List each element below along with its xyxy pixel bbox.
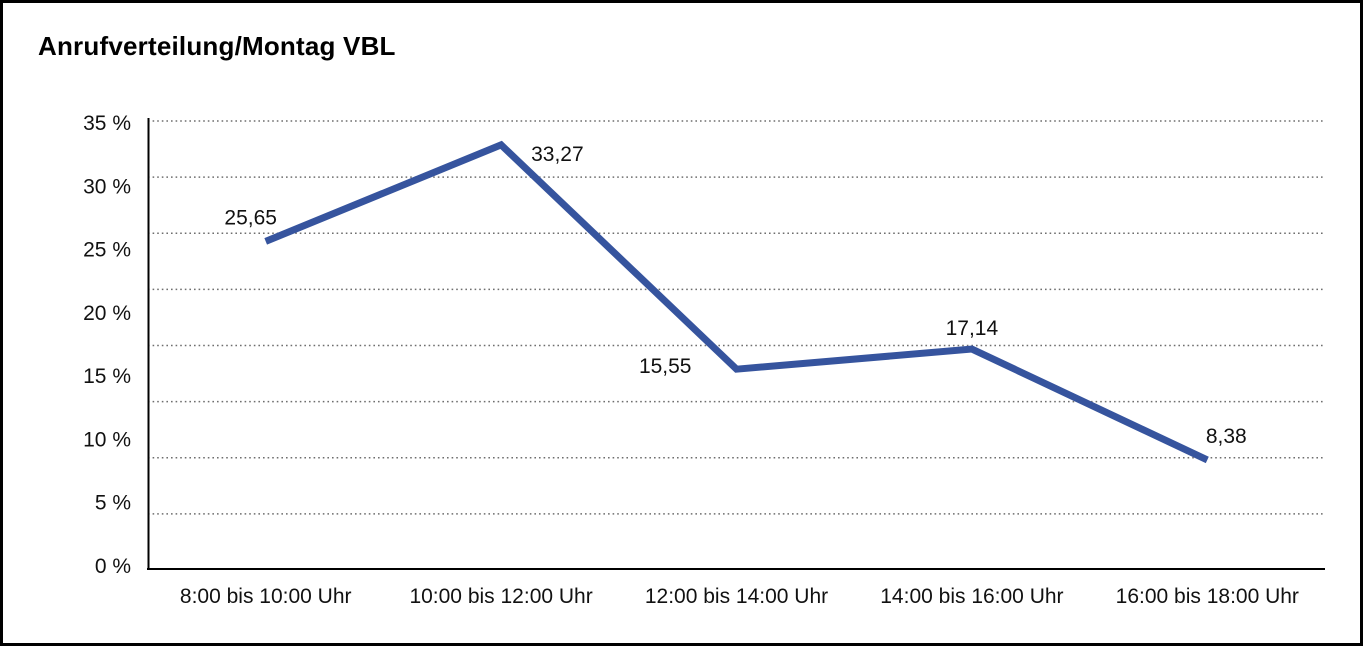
y-tick-label: 25 % xyxy=(83,239,131,262)
x-tick-label: 8:00 bis 10:00 Uhr xyxy=(180,585,352,608)
y-tick-label: 0 % xyxy=(95,555,131,578)
data-label: 25,65 xyxy=(224,206,277,229)
y-tick-label: 20 % xyxy=(83,302,131,325)
data-label: 33,27 xyxy=(531,143,584,166)
data-label: 17,14 xyxy=(946,317,999,340)
y-tick-label: 10 % xyxy=(83,428,131,451)
x-tick-label: 14:00 bis 16:00 Uhr xyxy=(880,585,1063,608)
y-tick-label: 15 % xyxy=(83,365,131,388)
y-tick-label: 5 % xyxy=(95,492,131,515)
x-tick-label: 12:00 bis 14:00 Uhr xyxy=(645,585,828,608)
x-tick-label: 16:00 bis 18:00 Uhr xyxy=(1116,585,1299,608)
y-tick-label: 35 % xyxy=(83,112,131,135)
data-label: 15,55 xyxy=(639,355,692,378)
data-label: 8,38 xyxy=(1206,425,1247,448)
series-line xyxy=(264,140,1209,464)
x-tick-label: 10:00 bis 12:00 Uhr xyxy=(409,585,592,608)
y-tick-label: 30 % xyxy=(83,175,131,198)
line-chart: 35 % 30 % 25 % 20 % 15 % 10 % 5 % 0 % 8:00 bis 1… xyxy=(83,112,1325,608)
chart-title: Anrufverteilung/Montag VBL xyxy=(38,31,396,61)
